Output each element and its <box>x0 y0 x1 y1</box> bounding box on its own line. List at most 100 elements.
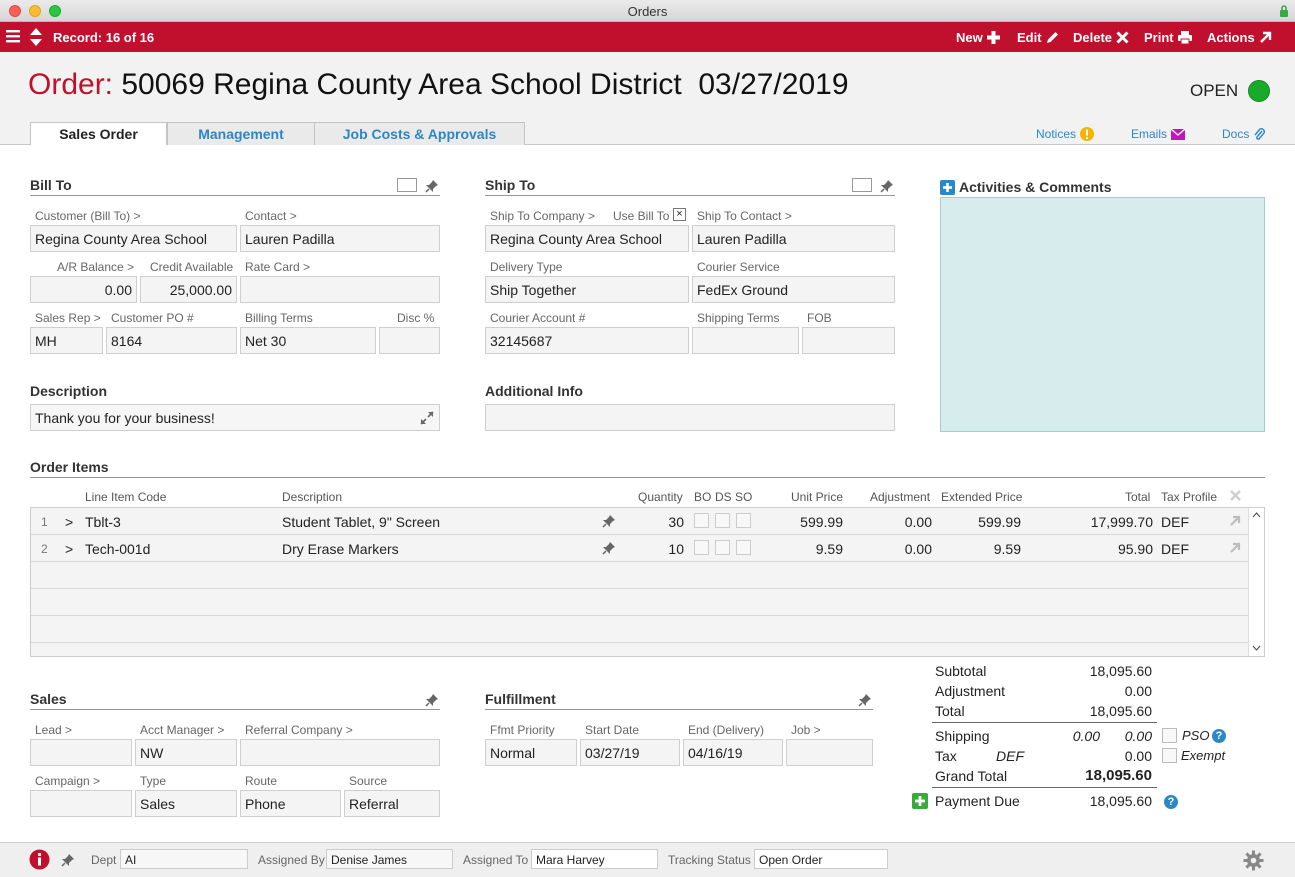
row-expand-arrow[interactable]: > <box>65 541 74 557</box>
actions-button[interactable]: Actions <box>1207 30 1272 45</box>
bo-checkbox[interactable] <box>694 513 709 528</box>
ship-to-company-field[interactable]: Regina County Area School <box>485 225 689 252</box>
fob-field[interactable] <box>802 327 895 354</box>
additional-info-field[interactable] <box>485 404 895 431</box>
table-row[interactable]: 1 > Tblt-3 Student Tablet, 9" Screen 30 … <box>31 508 1248 535</box>
line-item-code[interactable]: Tech-001d <box>85 541 151 557</box>
pin-icon[interactable] <box>602 514 616 528</box>
col-so[interactable]: SO <box>735 490 753 504</box>
acct-manager-link[interactable]: Acct Manager > <box>140 723 225 737</box>
so-checkbox[interactable] <box>736 513 751 528</box>
referral-company-field[interactable] <box>240 739 440 766</box>
line-item-adjustment[interactable]: 0.00 <box>904 514 932 530</box>
start-date-field[interactable]: 03/27/19 <box>580 739 680 766</box>
menu-icon[interactable] <box>6 30 20 43</box>
delete-button[interactable]: Delete <box>1073 30 1129 45</box>
pin-icon[interactable] <box>425 179 439 193</box>
contact-field[interactable]: Lauren Padilla <box>240 225 440 252</box>
docs-link[interactable]: Docs <box>1222 127 1266 141</box>
open-line-item-icon[interactable] <box>1229 515 1241 527</box>
shipping-terms-field[interactable] <box>692 327 799 354</box>
rate-card-field[interactable] <box>240 276 440 303</box>
help-icon[interactable]: ? <box>1212 729 1226 743</box>
print-button[interactable]: Print <box>1144 30 1192 45</box>
line-item-unit-price[interactable]: 9.59 <box>815 541 843 557</box>
tab-job-costs-approvals[interactable]: Job Costs & Approvals <box>314 122 525 145</box>
line-item-adjustment[interactable]: 0.00 <box>904 541 932 557</box>
help-icon[interactable]: ? <box>1164 795 1178 809</box>
col-total[interactable]: Total <box>1125 490 1151 504</box>
dept-field[interactable]: AI <box>120 849 248 869</box>
acct-manager-field[interactable]: NW <box>135 739 237 766</box>
grid-scrollbar[interactable] <box>1248 508 1264 656</box>
job-link[interactable]: Job > <box>791 723 821 737</box>
col-adjustment[interactable]: Adjustment <box>870 490 931 504</box>
description-field[interactable]: Thank you for your business! <box>30 404 440 431</box>
col-description[interactable]: Description <box>282 490 343 504</box>
col-bo[interactable]: BO <box>694 490 712 504</box>
ship-to-company-link[interactable]: Ship To Company > <box>490 209 595 223</box>
add-payment-icon[interactable] <box>912 793 928 809</box>
pin-icon[interactable] <box>858 693 872 707</box>
ship-to-contact-link[interactable]: Ship To Contact > <box>697 209 792 223</box>
empty-row[interactable] <box>31 562 1248 589</box>
customer-bill-to-link[interactable]: Customer (Bill To) > <box>35 209 141 223</box>
job-field[interactable] <box>786 739 873 766</box>
sales-rep-field[interactable]: MH <box>30 327 103 354</box>
address-card-icon[interactable] <box>852 178 872 192</box>
customer-bill-to-field[interactable]: Regina County Area School <box>30 225 237 252</box>
pin-icon[interactable] <box>61 853 75 867</box>
line-item-tax-profile[interactable]: DEF <box>1161 514 1189 530</box>
end-delivery-field[interactable]: 04/16/19 <box>683 739 783 766</box>
edit-button[interactable]: Edit <box>1017 30 1059 45</box>
line-item-quantity[interactable]: 30 <box>668 514 684 530</box>
delete-column-icon[interactable] <box>1230 490 1241 501</box>
col-line-item-code[interactable]: Line Item Code <box>85 490 167 504</box>
campaign-field[interactable] <box>30 790 132 817</box>
so-checkbox[interactable] <box>736 540 751 555</box>
contact-link[interactable]: Contact > <box>245 209 297 223</box>
shipping-estimate-value[interactable]: 0.00 <box>1072 728 1100 744</box>
row-expand-arrow[interactable]: > <box>65 514 74 530</box>
new-button[interactable]: New <box>956 30 1000 45</box>
disc-percent-field[interactable] <box>379 327 440 354</box>
lead-link[interactable]: Lead > <box>35 723 73 737</box>
ffmt-priority-field[interactable]: Normal <box>485 739 577 766</box>
info-icon[interactable] <box>29 849 50 870</box>
delivery-type-field[interactable]: Ship Together <box>485 276 689 303</box>
scroll-up-icon[interactable] <box>1252 512 1261 518</box>
zoom-window-button[interactable] <box>49 5 61 17</box>
col-ds[interactable]: DS <box>715 490 732 504</box>
courier-account-field[interactable]: 32145687 <box>485 327 689 354</box>
tab-management[interactable]: Management <box>167 122 315 145</box>
notices-link[interactable]: Notices <box>1036 127 1095 141</box>
col-unit-price[interactable]: Unit Price <box>791 490 844 504</box>
sales-rep-link[interactable]: Sales Rep > <box>35 311 101 325</box>
assigned-by-field[interactable]: Denise James <box>326 849 453 869</box>
ds-checkbox[interactable] <box>715 513 730 528</box>
shipping-value[interactable]: 0.00 <box>1124 728 1152 744</box>
pso-checkbox[interactable] <box>1162 728 1177 743</box>
scroll-down-icon[interactable] <box>1252 645 1261 651</box>
pin-icon[interactable] <box>880 179 894 193</box>
tab-sales-order[interactable]: Sales Order <box>30 122 167 146</box>
ar-balance-link[interactable]: A/R Balance > <box>57 260 135 274</box>
pin-icon[interactable] <box>425 693 439 707</box>
customer-po-field[interactable]: 8164 <box>106 327 237 354</box>
tax-profile-value[interactable]: DEF <box>996 748 1024 764</box>
ds-checkbox[interactable] <box>715 540 730 555</box>
col-quantity[interactable]: Quantity <box>638 490 683 504</box>
ship-to-contact-field[interactable]: Lauren Padilla <box>692 225 895 252</box>
billing-terms-field[interactable]: Net 30 <box>240 327 376 354</box>
assigned-to-field[interactable]: Mara Harvey <box>531 849 658 869</box>
line-item-description[interactable]: Dry Erase Markers <box>282 541 399 557</box>
lead-field[interactable] <box>30 739 132 766</box>
line-item-description[interactable]: Student Tablet, 9" Screen <box>282 514 441 530</box>
open-line-item-icon[interactable] <box>1229 542 1241 554</box>
use-bill-to-checkbox[interactable]: × <box>673 208 686 221</box>
expand-icon[interactable] <box>419 410 435 426</box>
line-item-tax-profile[interactable]: DEF <box>1161 541 1189 557</box>
type-field[interactable]: Sales <box>135 790 237 817</box>
pin-icon[interactable] <box>602 541 616 555</box>
col-tax-profile[interactable]: Tax Profile <box>1161 490 1218 504</box>
